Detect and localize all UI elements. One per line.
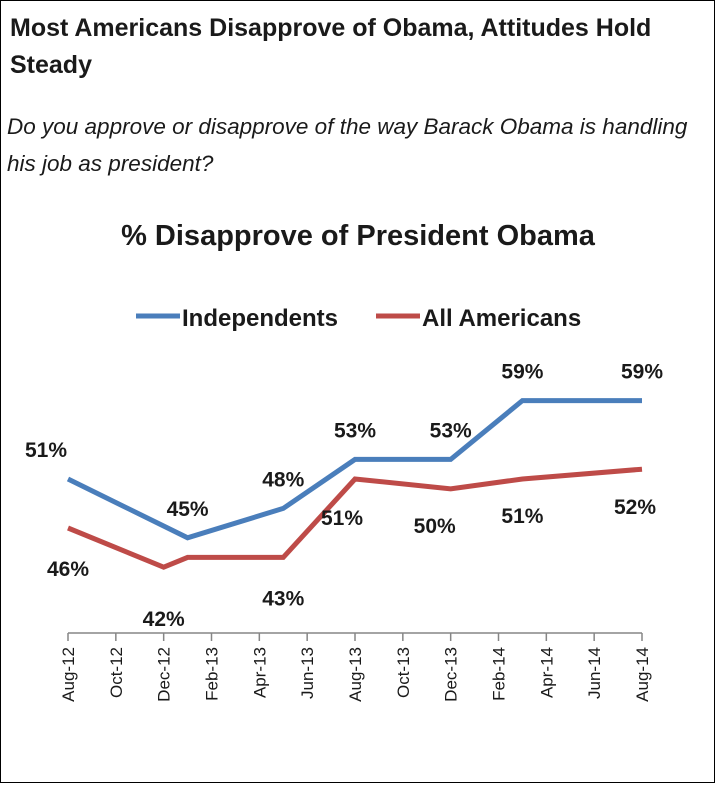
x-tick-label: Aug-13 bbox=[346, 647, 365, 702]
series-lines bbox=[66, 398, 643, 570]
x-tick-label: Feb-14 bbox=[490, 647, 509, 701]
data-label-independents: 51% bbox=[25, 439, 67, 462]
legend-label-independents: Independents bbox=[182, 305, 338, 332]
x-tick-label: Aug-12 bbox=[59, 647, 78, 702]
series-line-independents bbox=[66, 398, 642, 541]
x-tick-label: Jun-14 bbox=[585, 647, 604, 699]
data-label-independents: 48% bbox=[262, 468, 304, 491]
data-label-independents: 45% bbox=[167, 498, 209, 521]
legend-label-all-americans: All Americans bbox=[422, 305, 581, 332]
x-tick-label: Apr-14 bbox=[537, 647, 556, 698]
data-label-independents: 53% bbox=[430, 419, 472, 442]
data-label-independents: 53% bbox=[334, 419, 376, 442]
x-axis: Aug-12 Oct-12 Dec-12 Feb-13 Apr-13 Jun-13 Aug-… bbox=[59, 632, 652, 702]
legend: Independents All Americans bbox=[136, 305, 581, 332]
headline: Most Americans Disapprove of Obama, Atti… bbox=[10, 14, 652, 79]
data-label-all-americans: 50% bbox=[414, 515, 456, 538]
data-label-all-americans: 43% bbox=[262, 587, 304, 610]
chart-title: % Disapprove of President Obama bbox=[121, 220, 596, 252]
x-tick-label: Apr-13 bbox=[250, 647, 269, 698]
data-label-independents: 59% bbox=[501, 361, 543, 384]
survey-question: Do you approve or disapprove of the way … bbox=[7, 114, 688, 176]
x-tick-label: Oct-12 bbox=[107, 647, 126, 698]
data-label-all-americans: 46% bbox=[47, 558, 89, 581]
data-label-independents: 59% bbox=[621, 361, 663, 384]
data-label-all-americans: 42% bbox=[143, 608, 185, 631]
x-tick-label: Dec-13 bbox=[442, 647, 461, 702]
series-line-all-americans bbox=[67, 466, 643, 570]
x-tick-label: Jun-13 bbox=[298, 647, 317, 699]
data-label-all-americans: 51% bbox=[321, 507, 363, 530]
x-tick-label: Dec-12 bbox=[155, 647, 174, 702]
data-label-all-americans: 52% bbox=[614, 496, 656, 519]
x-tick-label: Aug-14 bbox=[633, 647, 652, 702]
data-label-all-americans: 51% bbox=[501, 505, 543, 528]
data-labels: 51% 45% 48% 53% 53% 59% 59% 46% 42% 43% 51% 50% 51% 5… bbox=[25, 361, 663, 632]
x-tick-label: Oct-13 bbox=[394, 647, 413, 698]
x-tick-label: Feb-13 bbox=[203, 647, 222, 701]
